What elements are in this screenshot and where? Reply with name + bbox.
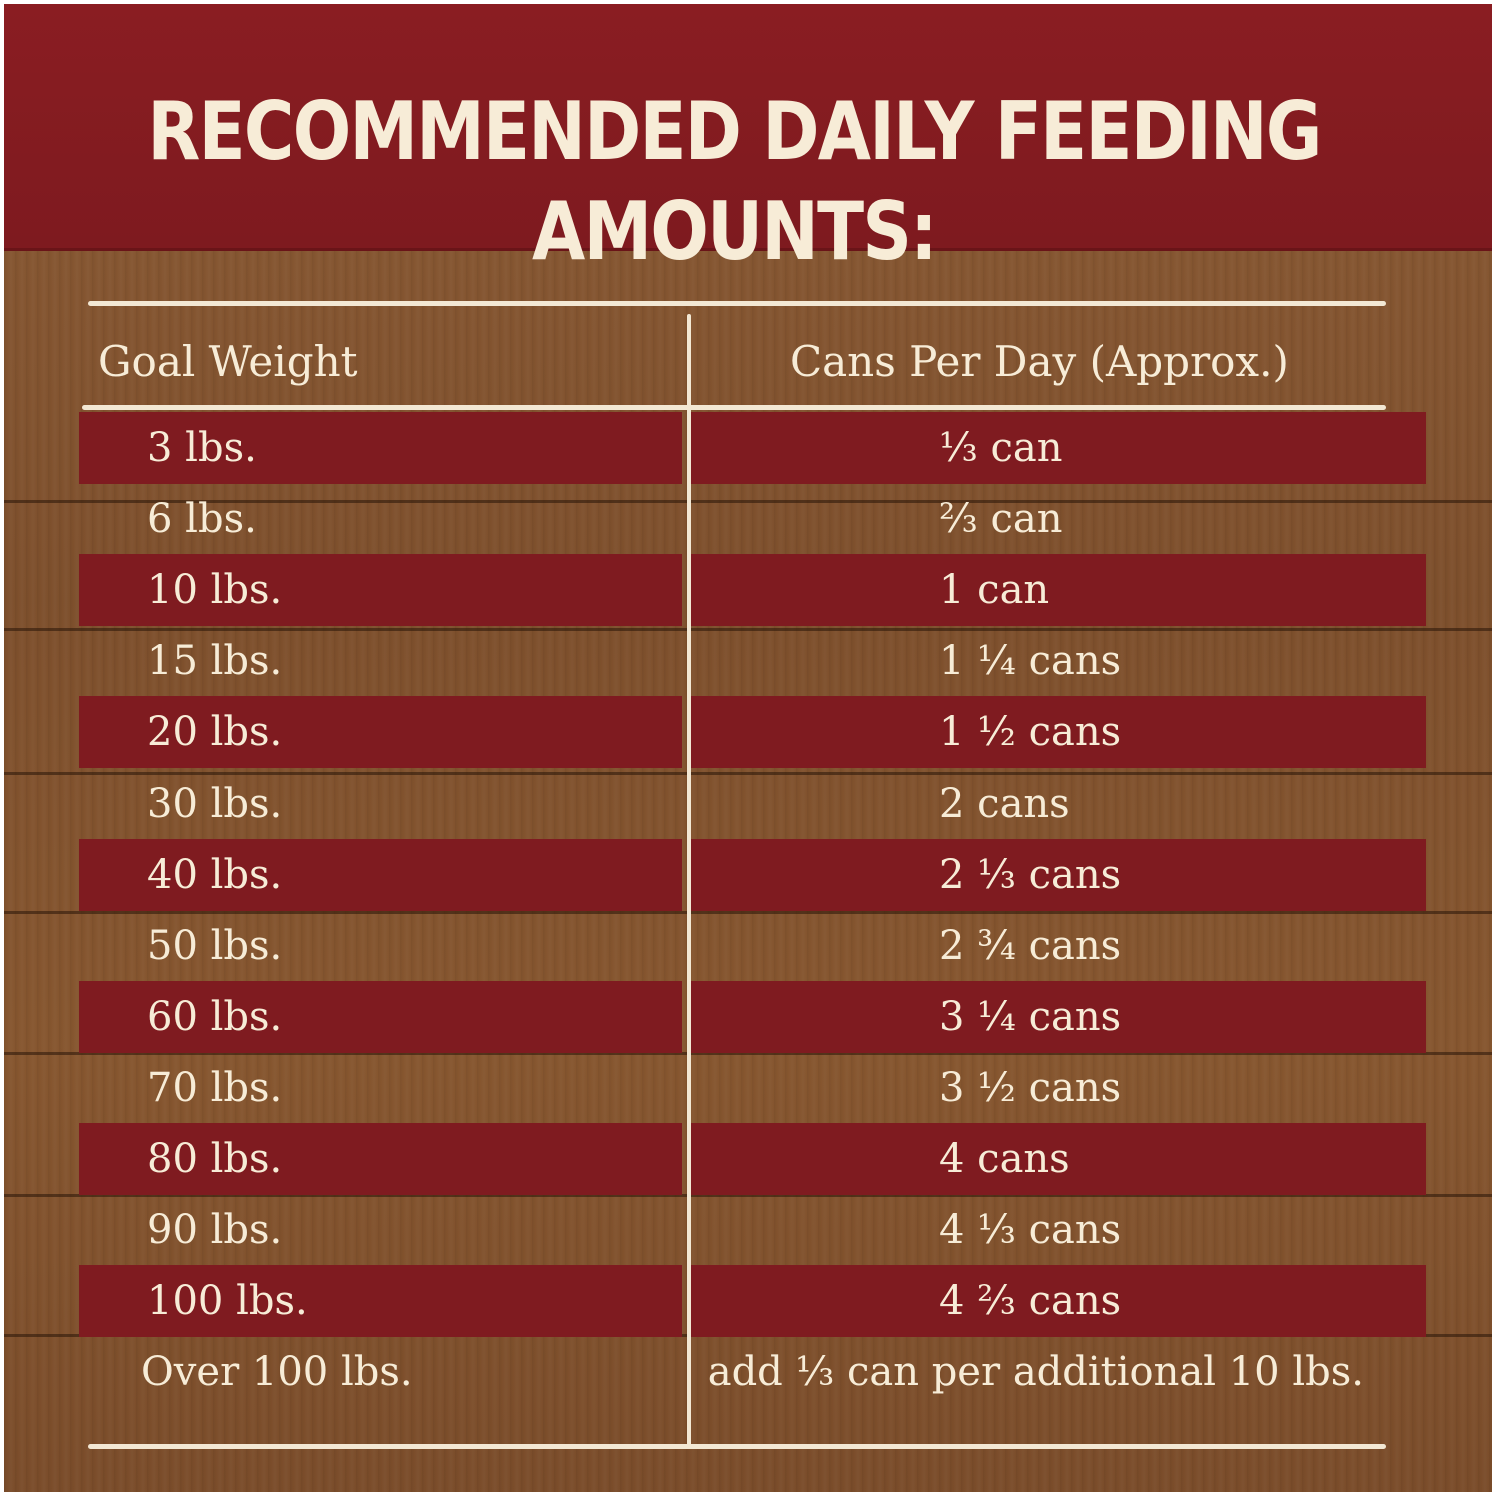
- goal-weight-cell: 10 lbs.: [147, 567, 283, 614]
- table-row: 70 lbs. 3 ½ cans: [4, 1049, 1492, 1120]
- plank-seam: [4, 628, 1492, 631]
- row-stripe-left: [79, 1123, 682, 1195]
- table-row: 15 lbs. 1 ¼ cans: [4, 622, 1492, 693]
- cans-per-day-cell: 3 ¼ cans: [939, 993, 1122, 1040]
- goal-weight-cell: 100 lbs.: [147, 1278, 308, 1325]
- goal-weight-cell: 40 lbs.: [147, 851, 283, 898]
- plank-seam: [4, 500, 1492, 503]
- cans-per-day-cell: 2 ⅓ cans: [939, 851, 1122, 898]
- table-row: 60 lbs. 3 ¼ cans: [4, 978, 1492, 1053]
- table-row: 40 lbs. 2 ⅓ cans: [4, 836, 1492, 911]
- goal-weight-cell: 60 lbs.: [147, 993, 283, 1040]
- cans-per-day-cell: 4 ⅔ cans: [939, 1278, 1122, 1325]
- page-title: RECOMMENDED DAILY FEEDING AMOUNTS:: [147, 85, 1322, 278]
- plank-seam: [4, 1052, 1492, 1055]
- cans-per-day-cell: add ⅓ can per additional 10 lbs.: [707, 1349, 1364, 1396]
- cans-per-day-cell: 3 ½ cans: [939, 1064, 1122, 1111]
- row-stripe-left: [79, 554, 682, 627]
- goal-weight-cell: 15 lbs.: [147, 638, 283, 685]
- cans-per-day-cell: 2 cans: [939, 780, 1070, 827]
- table-row: 30 lbs. 2 cans: [4, 765, 1492, 836]
- table-row: 80 lbs. 4 cans: [4, 1120, 1492, 1195]
- goal-weight-cell: 70 lbs.: [147, 1064, 283, 1111]
- bottom-rule: [88, 1444, 1386, 1449]
- row-stripe-left: [79, 838, 682, 911]
- goal-weight-cell: Over 100 lbs.: [141, 1349, 413, 1396]
- cans-per-day-cell: ⅓ can: [939, 425, 1063, 471]
- cans-per-day-cell: 1 can: [939, 567, 1050, 614]
- plank-seam: [4, 911, 1492, 914]
- row-stripe-right: [690, 696, 1426, 769]
- title-banner: RECOMMENDED DAILY FEEDING AMOUNTS:: [4, 4, 1492, 278]
- row-stripe-left: [79, 980, 682, 1053]
- goal-weight-cell: 30 lbs.: [147, 780, 283, 827]
- header-cans-per-day: Cans Per Day (Approx.): [790, 337, 1289, 386]
- cans-per-day-cell: ⅔ can: [939, 496, 1063, 543]
- feeding-chart-panel: RECOMMENDED DAILY FEEDING AMOUNTS: Goal …: [4, 4, 1492, 1492]
- table-row: Over 100 lbs. add ⅓ can per additional 10…: [4, 1333, 1492, 1404]
- goal-weight-cell: 80 lbs.: [147, 1136, 283, 1182]
- top-rule: [88, 301, 1386, 306]
- column-divider: [687, 314, 691, 1446]
- row-stripe-right: [690, 1265, 1426, 1338]
- cans-per-day-cell: 4 cans: [939, 1136, 1070, 1182]
- header-rule: [82, 405, 1386, 410]
- goal-weight-cell: 90 lbs.: [147, 1207, 283, 1254]
- row-stripe-left: [79, 696, 682, 769]
- goal-weight-cell: 6 lbs.: [147, 496, 257, 543]
- table-row: 20 lbs. 1 ½ cans: [4, 693, 1492, 769]
- plank-seam: [4, 772, 1492, 775]
- table-row: 90 lbs. 4 ⅓ cans: [4, 1191, 1492, 1262]
- row-stripe-left: [79, 1265, 682, 1338]
- row-stripe-right: [690, 838, 1426, 911]
- table-row: 10 lbs. 1 can: [4, 551, 1492, 627]
- table-row: 100 lbs. 4 ⅔ cans: [4, 1262, 1492, 1338]
- table-row: 3 lbs. ⅓ can: [4, 409, 1492, 484]
- header-goal-weight: Goal Weight: [98, 337, 358, 386]
- row-stripe-right: [690, 1123, 1426, 1195]
- goal-weight-cell: 50 lbs.: [147, 922, 283, 969]
- cans-per-day-cell: 1 ½ cans: [939, 709, 1122, 756]
- cans-per-day-cell: 1 ¼ cans: [939, 638, 1122, 685]
- cans-per-day-cell: 4 ⅓ cans: [939, 1207, 1122, 1254]
- row-stripe-left: [79, 412, 682, 484]
- table-row: 6 lbs. ⅔ can: [4, 480, 1492, 551]
- plank-seam: [4, 1194, 1492, 1197]
- row-stripe-right: [690, 412, 1426, 484]
- row-stripe-right: [690, 980, 1426, 1053]
- row-stripe-right: [690, 554, 1426, 627]
- table-row: 50 lbs. 2 ¾ cans: [4, 907, 1492, 978]
- cans-per-day-cell: 2 ¾ cans: [939, 922, 1122, 969]
- goal-weight-cell: 3 lbs.: [147, 425, 257, 471]
- goal-weight-cell: 20 lbs.: [147, 709, 283, 756]
